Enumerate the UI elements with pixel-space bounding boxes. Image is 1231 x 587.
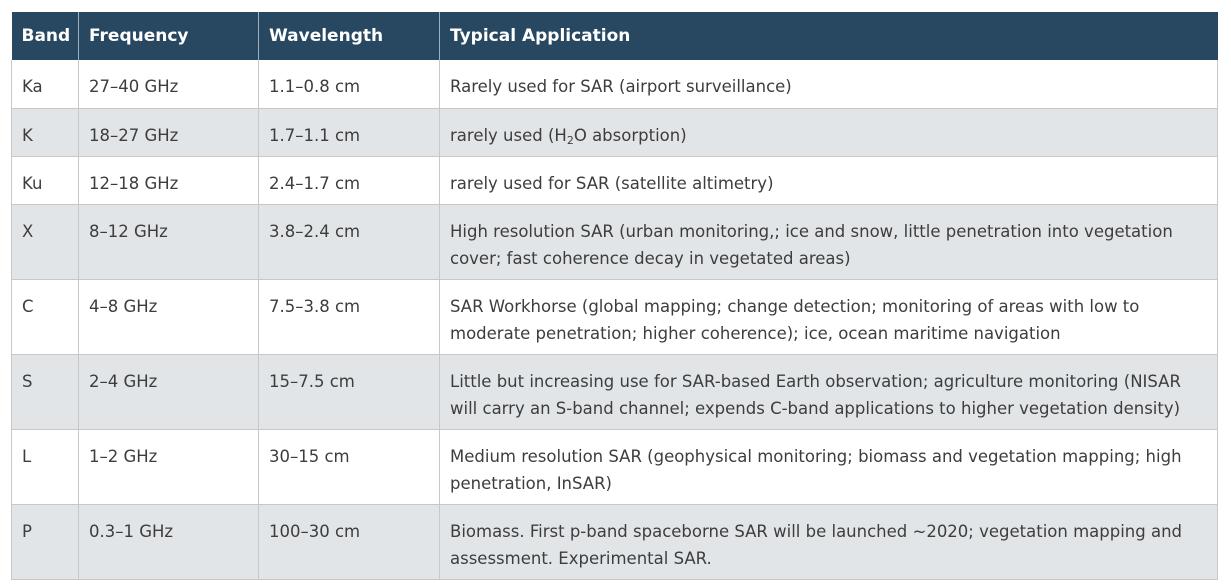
- header-row: Band Frequency Wavelength Typical Applic…: [11, 12, 1218, 60]
- table-row: Ku 12–18 GHz 2.4–1.7 cm rarely used for …: [11, 156, 1218, 205]
- application-cell: Biomass. First p-band spaceborne SAR wil…: [439, 504, 1218, 580]
- sar-bands-table: Band Frequency Wavelength Typical Applic…: [11, 12, 1218, 580]
- table-row: C 4–8 GHz 7.5–3.8 cm SAR Workhorse (glob…: [11, 279, 1218, 355]
- wavelength-cell: 100–30 cm: [258, 504, 440, 580]
- band-cell: C: [11, 279, 79, 355]
- application-cell: Little but increasing use for SAR-based …: [439, 354, 1218, 430]
- application-cell: Medium resolution SAR (geophysical monit…: [439, 429, 1218, 505]
- table-row: S 2–4 GHz 15–7.5 cm Little but increasin…: [11, 354, 1218, 430]
- frequency-cell: 4–8 GHz: [78, 279, 259, 355]
- wavelength-cell: 3.8–2.4 cm: [258, 204, 440, 280]
- frequency-cell: 8–12 GHz: [78, 204, 259, 280]
- application-text-post: O absorption): [573, 125, 687, 145]
- frequency-cell: 27–40 GHz: [78, 60, 259, 109]
- table-row: X 8–12 GHz 3.8–2.4 cm High resolution SA…: [11, 204, 1218, 280]
- subscript-2: 2: [566, 133, 574, 147]
- band-cell: K: [11, 108, 79, 157]
- band-cell: S: [11, 354, 79, 430]
- wavelength-cell: 1.7–1.1 cm: [258, 108, 440, 157]
- band-cell: Ka: [11, 60, 79, 109]
- table-body: Ka 27–40 GHz 1.1–0.8 cm Rarely used for …: [11, 60, 1218, 580]
- wavelength-cell: 7.5–3.8 cm: [258, 279, 440, 355]
- band-cell: Ku: [11, 156, 79, 205]
- frequency-cell: 0.3–1 GHz: [78, 504, 259, 580]
- header-band: Band: [11, 12, 79, 60]
- application-cell: rarely used for SAR (satellite altimetry…: [439, 156, 1218, 205]
- table-row: Ka 27–40 GHz 1.1–0.8 cm Rarely used for …: [11, 60, 1218, 109]
- application-cell: High resolution SAR (urban monitoring,; …: [439, 204, 1218, 280]
- band-cell: L: [11, 429, 79, 505]
- header-frequency: Frequency: [78, 12, 259, 60]
- application-cell: rarely used (H2O absorption): [439, 108, 1218, 157]
- frequency-cell: 1–2 GHz: [78, 429, 259, 505]
- table-row: K 18–27 GHz 1.7–1.1 cm rarely used (H2O …: [11, 108, 1218, 157]
- wavelength-cell: 1.1–0.8 cm: [258, 60, 440, 109]
- application-cell: SAR Workhorse (global mapping; change de…: [439, 279, 1218, 355]
- band-cell: X: [11, 204, 79, 280]
- frequency-cell: 18–27 GHz: [78, 108, 259, 157]
- application-text-pre: rarely used (H: [450, 125, 567, 145]
- wavelength-cell: 15–7.5 cm: [258, 354, 440, 430]
- sar-bands-table-container: Band Frequency Wavelength Typical Applic…: [11, 12, 1218, 580]
- table-row: L 1–2 GHz 30–15 cm Medium resolution SAR…: [11, 429, 1218, 505]
- table-row: P 0.3–1 GHz 100–30 cm Biomass. First p-b…: [11, 504, 1218, 580]
- band-cell: P: [11, 504, 79, 580]
- header-wavelength: Wavelength: [258, 12, 440, 60]
- frequency-cell: 2–4 GHz: [78, 354, 259, 430]
- application-cell: Rarely used for SAR (airport surveillanc…: [439, 60, 1218, 109]
- frequency-cell: 12–18 GHz: [78, 156, 259, 205]
- header-typical-application: Typical Application: [439, 12, 1218, 60]
- table-header: Band Frequency Wavelength Typical Applic…: [11, 12, 1218, 60]
- wavelength-cell: 2.4–1.7 cm: [258, 156, 440, 205]
- wavelength-cell: 30–15 cm: [258, 429, 440, 505]
